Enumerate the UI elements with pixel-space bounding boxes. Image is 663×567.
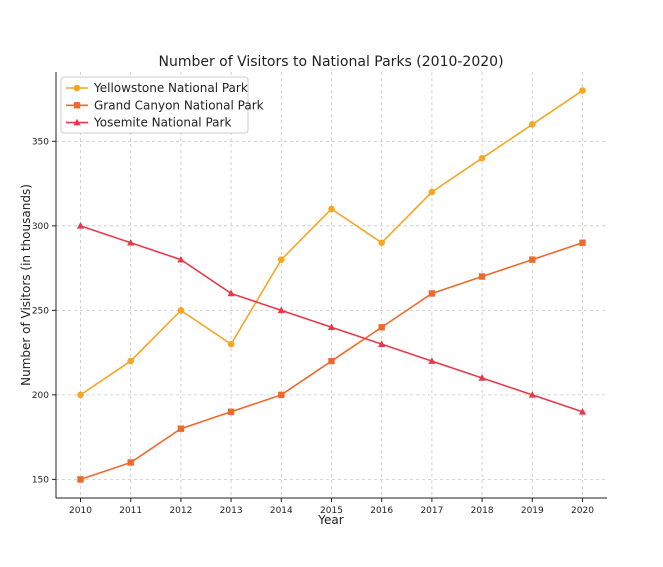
data-point: [378, 324, 385, 331]
y-tick-label: 350: [32, 137, 49, 147]
data-point: [528, 391, 536, 398]
x-tick-label: 2018: [471, 506, 494, 516]
x-axis-label: Year: [317, 513, 343, 527]
data-point: [478, 273, 486, 280]
x-tick-label: 2016: [370, 506, 393, 516]
data-point: [428, 357, 436, 364]
data-point: [428, 290, 436, 297]
y-tick-label: 150: [32, 475, 49, 485]
data-point: [76, 222, 85, 229]
tick-labels: 2010 2011 2012 2013 2014 2015 2016 2017 2018 2019…: [32, 137, 594, 516]
data-point: [177, 425, 185, 432]
legend-box: [60, 76, 249, 134]
data-point: [77, 391, 84, 399]
x-tick-label: 2017: [420, 506, 443, 516]
legend-marker: [73, 118, 81, 126]
data-point: [177, 307, 185, 314]
legend-label: Grand Canyon National Park: [94, 98, 264, 112]
series: [76, 87, 587, 483]
legend-label: Yosemite National Park: [93, 116, 231, 130]
data-point: [579, 239, 586, 246]
data-point: [127, 238, 135, 246]
data-point: [327, 323, 336, 331]
data-point: [428, 188, 436, 196]
y-tick-label: 300: [32, 222, 49, 232]
y-axis-label: Number of Visitors (in thousands): [19, 184, 33, 386]
data-point: [127, 459, 134, 466]
grid: [56, 72, 607, 498]
data-point: [277, 306, 285, 314]
x-tick-label: 2011: [119, 506, 142, 516]
data-point: [278, 256, 285, 263]
data-point: [378, 340, 386, 347]
data-point: [579, 87, 586, 94]
data-point: [529, 256, 536, 263]
data-point: [77, 476, 84, 483]
data-point: [578, 407, 587, 415]
axes: [52, 72, 607, 502]
series-2: [76, 222, 587, 415]
data-point: [177, 255, 185, 263]
legend-label: Yellowstone National Park: [93, 81, 248, 95]
x-tick-label: 2014: [270, 506, 293, 516]
legend-marker: [73, 102, 81, 109]
y-tick-label: 200: [32, 391, 49, 401]
data-point: [328, 357, 335, 365]
y-tick-label: 250: [32, 306, 49, 316]
series-1: [77, 239, 586, 483]
series-0: [77, 87, 586, 399]
x-tick-label: 2012: [169, 506, 192, 516]
data-point: [227, 289, 235, 297]
x-tick-label: 2019: [521, 506, 544, 516]
data-point: [478, 374, 486, 381]
legend: Yellowstone National Park Grand Canyon Na…: [60, 76, 264, 134]
data-point: [278, 391, 285, 399]
data-point: [328, 205, 335, 213]
data-point: [478, 154, 486, 162]
data-point: [378, 239, 386, 247]
data-point: [529, 121, 536, 128]
legend-marker: [73, 84, 81, 92]
x-tick-label: 2010: [69, 506, 92, 516]
x-tick-label: 2015: [320, 506, 343, 516]
data-point: [227, 408, 235, 415]
data-point: [127, 357, 134, 365]
x-tick-label: 2013: [220, 506, 243, 516]
x-tick-label: 2020: [571, 506, 594, 516]
data-point: [227, 340, 235, 348]
chart-title: Number of Visitors to National Parks (20…: [158, 54, 503, 70]
